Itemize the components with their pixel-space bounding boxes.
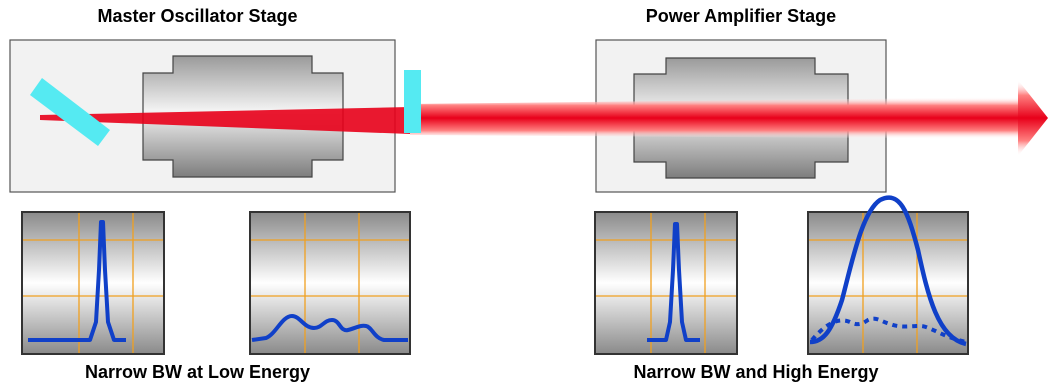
spectrum-curve — [251, 314, 408, 342]
spectrum-curve — [647, 222, 700, 342]
output-coupler — [404, 70, 421, 133]
spectrum-curve-dotted-seed — [810, 316, 967, 344]
rear-mirror — [30, 78, 110, 146]
amplified-beam — [410, 97, 1022, 139]
oscillator-beam — [40, 107, 410, 134]
spectrum-panel-mo-output — [21, 211, 165, 355]
caption-right: Narrow BW and High Energy — [633, 362, 879, 382]
beam-arrowhead — [1018, 80, 1048, 156]
spectrum-panel-mo-broadband — [249, 211, 411, 355]
spectrum-curve-amplified — [809, 195, 967, 347]
spectrum-curve — [28, 220, 126, 342]
power-amplifier-title: Power Amplifier Stage — [645, 6, 837, 26]
spectrum-panel-pa-input — [594, 211, 738, 355]
spectrum-panel-pa-output — [807, 195, 969, 355]
caption-left: Narrow BW at Low Energy — [84, 362, 311, 382]
master-oscillator-title: Master Oscillator Stage — [97, 6, 298, 26]
